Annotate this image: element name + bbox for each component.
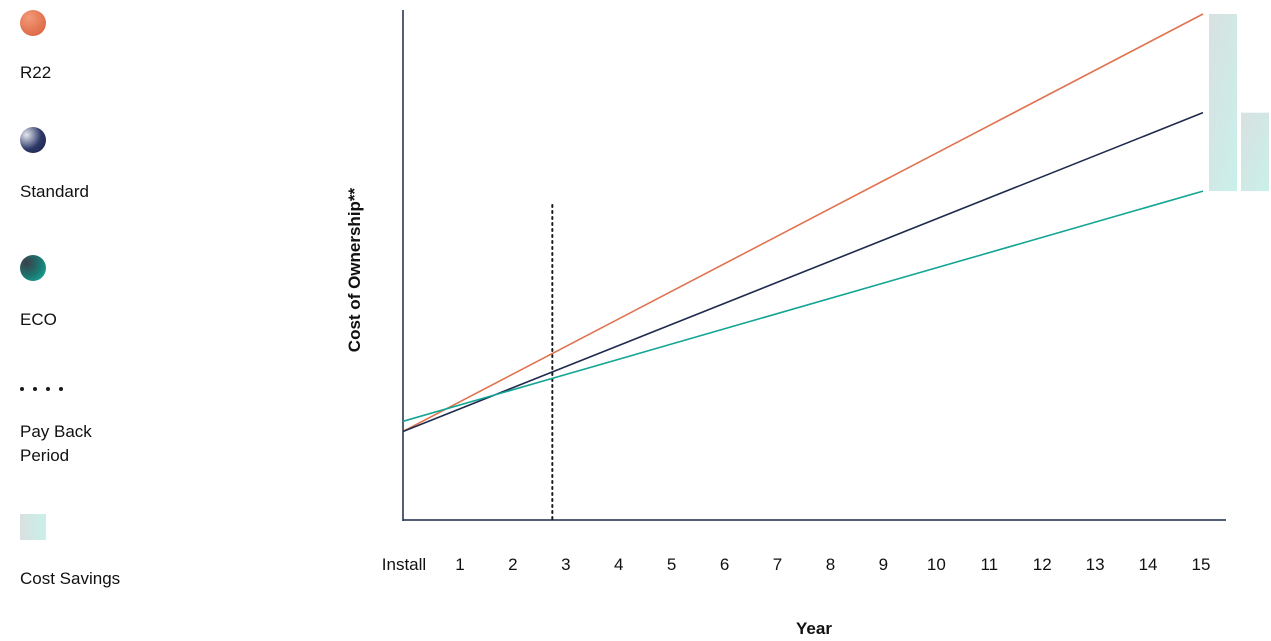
x-tick-label: 4 bbox=[614, 555, 623, 574]
savings-bar-icon bbox=[20, 514, 46, 540]
x-tick-label: 15 bbox=[1192, 555, 1211, 574]
x-tick-label: 8 bbox=[826, 555, 835, 574]
legend-label-standard: Standard bbox=[20, 182, 89, 201]
teal-circle-icon bbox=[20, 255, 46, 281]
orange-circle-icon bbox=[20, 10, 46, 36]
x-tick-label: 10 bbox=[927, 555, 946, 574]
x-tick-label: 11 bbox=[980, 555, 998, 574]
x-tick-label: Install bbox=[382, 555, 426, 574]
series-line-r22 bbox=[402, 13, 1204, 433]
cost-savings-bar-2 bbox=[1241, 112, 1269, 192]
x-tick-label: 5 bbox=[667, 555, 676, 574]
x-tick-label: 13 bbox=[1086, 555, 1105, 574]
x-tick-label: 3 bbox=[561, 555, 570, 574]
cost-savings-bar-1 bbox=[1209, 14, 1237, 192]
y-axis-title: Cost of Ownership** bbox=[345, 187, 364, 352]
series-line-standard bbox=[402, 111, 1204, 433]
x-tick-label: 12 bbox=[1033, 555, 1052, 574]
legend-label-cost-savings: Cost Savings bbox=[20, 569, 121, 588]
cost-savings-bars bbox=[1209, 14, 1269, 192]
navy-circle-icon bbox=[20, 127, 46, 153]
x-tick-labels: Install 1 2 3 4 5 6 7 8 9 10 11 12 13 14 15 bbox=[382, 555, 1211, 574]
series-lines bbox=[402, 13, 1204, 433]
x-axis-title: Year bbox=[796, 619, 832, 638]
series-line-eco bbox=[402, 190, 1204, 423]
x-tick-label: 14 bbox=[1139, 555, 1158, 574]
legend-label-eco: ECO bbox=[20, 310, 57, 329]
x-tick-label: 6 bbox=[720, 555, 729, 574]
x-tick-label: 2 bbox=[508, 555, 517, 574]
x-tick-label: 7 bbox=[773, 555, 782, 574]
legend-label-r22: R22 bbox=[20, 63, 52, 82]
dotted-line-icon bbox=[20, 387, 63, 391]
legend-label-payback: Pay Back Period bbox=[20, 422, 92, 465]
x-tick-label: 1 bbox=[455, 555, 464, 574]
chart-legend: R22 Standard ECO Pay Back Period Cost Sa… bbox=[0, 0, 200, 641]
x-tick-label: 9 bbox=[879, 555, 888, 574]
